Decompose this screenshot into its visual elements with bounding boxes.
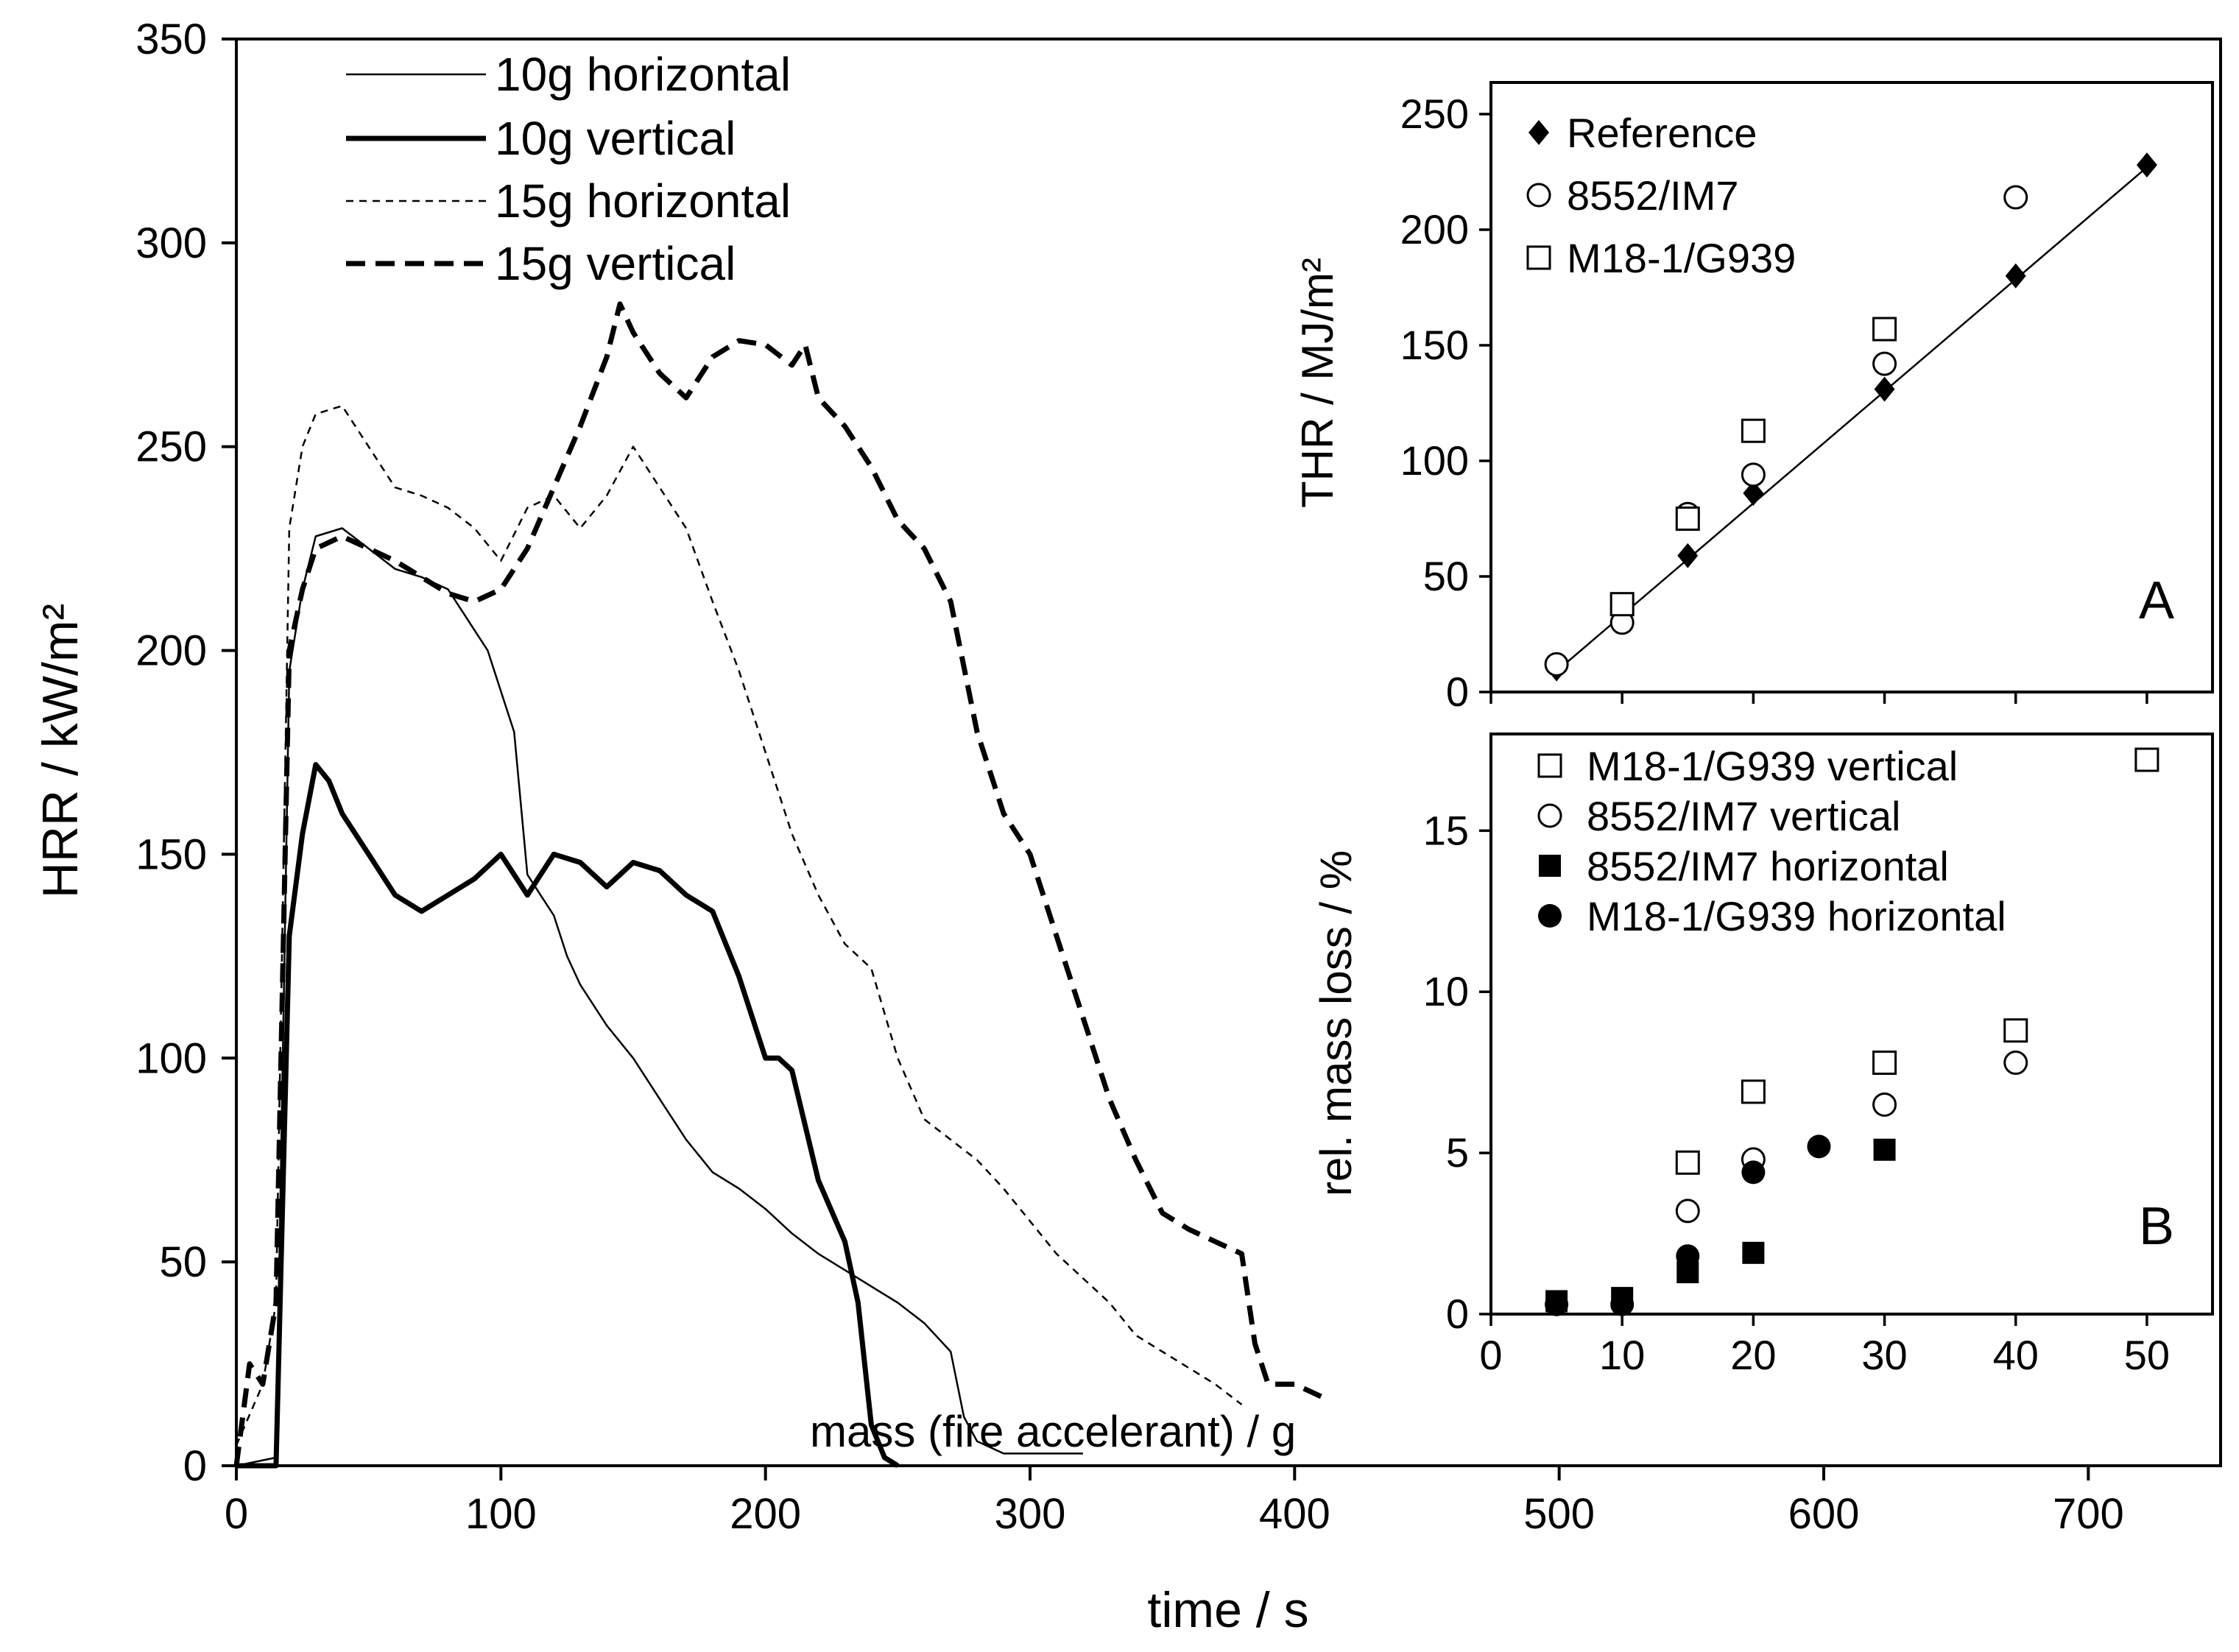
inset-b-y-axis-title: rel. mass loss / % [1311, 850, 1361, 1196]
inset-b-legend-label-8552-im7-vertical: 8552/IM7 vertical [1587, 793, 1900, 839]
inset-a-y-axis-title: THR / MJ/m² [1293, 258, 1342, 508]
inset-a-point-m18-1-g939 [1675, 506, 1700, 531]
main-plot-frame [235, 38, 2222, 1467]
inset-a-point-m18-1-g939 [1872, 317, 1897, 342]
main-x-axis-title: time / s [1147, 1582, 1308, 1638]
main-x-tick-label: 200 [730, 1490, 801, 1538]
main-y-tick-label: 300 [135, 219, 207, 267]
inset-a-fit-line [1556, 166, 2148, 672]
inset-a-point-8552-im7 [1872, 351, 1897, 376]
inset-b-y-tick-label: 0 [1446, 1291, 1469, 1337]
main-y-tick-label: 0 [183, 1442, 207, 1490]
inset-a-background [1491, 82, 2212, 692]
inset-b-point-m18-1-g939-vertical [1872, 1051, 1897, 1076]
inset-b-point-8552-im7-vertical [1675, 1199, 1700, 1224]
inset-a-point-m18-1-g939 [1609, 592, 1635, 617]
main-x-tick-label: 0 [225, 1490, 248, 1538]
legend-label-10g-horizontal: 10g horizontal [495, 48, 791, 101]
inset-a-point-reference [2005, 263, 2026, 289]
inset-a-y-tick-label: 0 [1446, 668, 1469, 715]
inset-b-panel-label: B [2139, 1197, 2174, 1256]
inset-a-point-8552-im7 [1741, 462, 1766, 487]
main-x-tick-label: 500 [1523, 1490, 1595, 1538]
inset-b-x-tick-label: 30 [1861, 1332, 1907, 1378]
inset-b-x-axis-title: mass (fire accelerant) / g [810, 1407, 1296, 1456]
inset-b-point-m18-1-g939-horizontal [1741, 1160, 1766, 1185]
inset-a-point-reference [2136, 152, 2157, 178]
inset-a-point-reference [1874, 376, 1895, 402]
inset-b-legend-label-m18-1-g939-horizontal: M18-1/G939 horizontal [1587, 893, 2006, 939]
inset-b-point-m18-1-g939-horizontal [1807, 1134, 1831, 1159]
main-y-axis-title: HRR / kW/m² [32, 604, 88, 898]
main-y-tick-label: 100 [135, 1034, 207, 1082]
inset-a-legend-marker-reference [1528, 120, 1549, 145]
main-y-tick-label: 200 [135, 627, 207, 675]
inset-a-point-reference [1677, 543, 1699, 568]
legend-label-15g-vertical: 15g vertical [495, 237, 736, 290]
main-x-tick-label: 300 [995, 1490, 1066, 1538]
inset-b-point-m18-1-g939-vertical [2134, 747, 2159, 772]
inset-a-y-tick-label: 50 [1423, 553, 1469, 599]
inset-b-point-8552-im7-vertical [2003, 1051, 2028, 1076]
inset-b-x-tick-label: 40 [1993, 1332, 2039, 1378]
inset-b-point-m18-1-g939-vertical [1741, 1079, 1766, 1104]
series-line-15g-vertical [233, 301, 1322, 1466]
inset-a-point-reference [1743, 480, 1764, 506]
legend-label-15g-horizontal: 15g horizontal [495, 174, 791, 227]
main-x-tick-label: 400 [1259, 1490, 1330, 1538]
inset-b-legend-label-m18-1-g939-vertical: M18-1/G939 vertical [1587, 743, 1958, 789]
series-line-10g-horizontal [236, 527, 1083, 1467]
inset-a-plot-frame [1489, 81, 2214, 693]
inset-b-x-tick-label: 0 [1479, 1332, 1502, 1378]
main-x-tick-label: 100 [465, 1490, 537, 1538]
inset-a-point-m18-1-g939 [1741, 418, 1766, 443]
legend-label-10g-vertical: 10g vertical [495, 112, 736, 165]
inset-b-legend-marker-m18-1-g939-horizontal [1538, 904, 1562, 928]
inset-a-legend-marker-8552-im7 [1526, 183, 1551, 208]
inset-b-legend-marker-8552-im7-horizontal [1539, 855, 1561, 877]
inset-b-point-8552-im7-horizontal [1873, 1138, 1896, 1161]
series-line-10g-vertical [236, 762, 900, 1469]
main-y-tick-label: 350 [135, 15, 207, 63]
inset-b-point-m18-1-g939-vertical [1675, 1150, 1700, 1175]
main-legend: 10g horizontal 10g vertical 15g horizont… [346, 48, 791, 290]
inset-b-point-8552-im7-vertical [1872, 1092, 1897, 1117]
inset-a-legend: Reference 8552/IM7 M18-1/G939 [1526, 110, 1796, 281]
inset-b-legend-marker-8552-im7-vertical [1537, 803, 1562, 828]
inset-b-plot-frame [1489, 733, 2214, 1316]
inset-b-legend-label-8552-im7-horizontal: 8552/IM7 horizontal [1587, 843, 1949, 889]
inset-b-y-tick-label: 10 [1423, 968, 1469, 1014]
inset-b-x-tick-label: 20 [1730, 1332, 1776, 1378]
inset-b-background [1491, 734, 2212, 1314]
inset-b-point-8552-im7-horizontal [1742, 1241, 1765, 1264]
inset-b-x-tick-label: 10 [1599, 1332, 1645, 1378]
inset-b-point-m18-1-g939-horizontal [1610, 1292, 1635, 1316]
inset-a-legend-label-8552-im7: 8552/IM7 [1567, 172, 1739, 219]
inset-a-y-tick-label: 150 [1400, 322, 1469, 368]
inset-a-point-8552-im7 [1544, 652, 1569, 677]
inset-b-y-tick-label: 15 [1423, 807, 1469, 853]
inset-a-legend-label-m18-1-g939: M18-1/G939 [1567, 235, 1796, 281]
inset-a-legend-label-reference: Reference [1567, 110, 1757, 156]
inset-a-y-tick-label: 100 [1400, 437, 1469, 484]
inset-b-y-tick-label: 5 [1446, 1129, 1469, 1176]
inset-b-point-m18-1-g939-vertical [2003, 1018, 2028, 1043]
inset-b-point-m18-1-g939-horizontal [1545, 1292, 1569, 1316]
main-y-tick-label: 150 [135, 830, 207, 878]
main-x-tick-label: 600 [1788, 1490, 1860, 1538]
main-y-tick-label: 50 [159, 1238, 207, 1286]
inset-a-point-8552-im7 [2003, 185, 2028, 210]
series-line-15g-horizontal [235, 405, 1243, 1446]
inset-a-y-tick-label: 250 [1400, 91, 1469, 137]
inset-a-legend-marker-m18-1-g939 [1526, 245, 1551, 270]
inset-a-y-tick-label: 200 [1400, 206, 1469, 253]
inset-a-panel-label: A [2139, 571, 2174, 630]
main-x-tick-label: 700 [2053, 1490, 2124, 1538]
inset-b-x-tick-label: 50 [2124, 1332, 2170, 1378]
main-y-tick-label: 250 [135, 423, 207, 471]
inset-b-legend-marker-m18-1-g939-vertical [1537, 753, 1562, 778]
inset-b-point-m18-1-g939-horizontal [1676, 1244, 1700, 1268]
